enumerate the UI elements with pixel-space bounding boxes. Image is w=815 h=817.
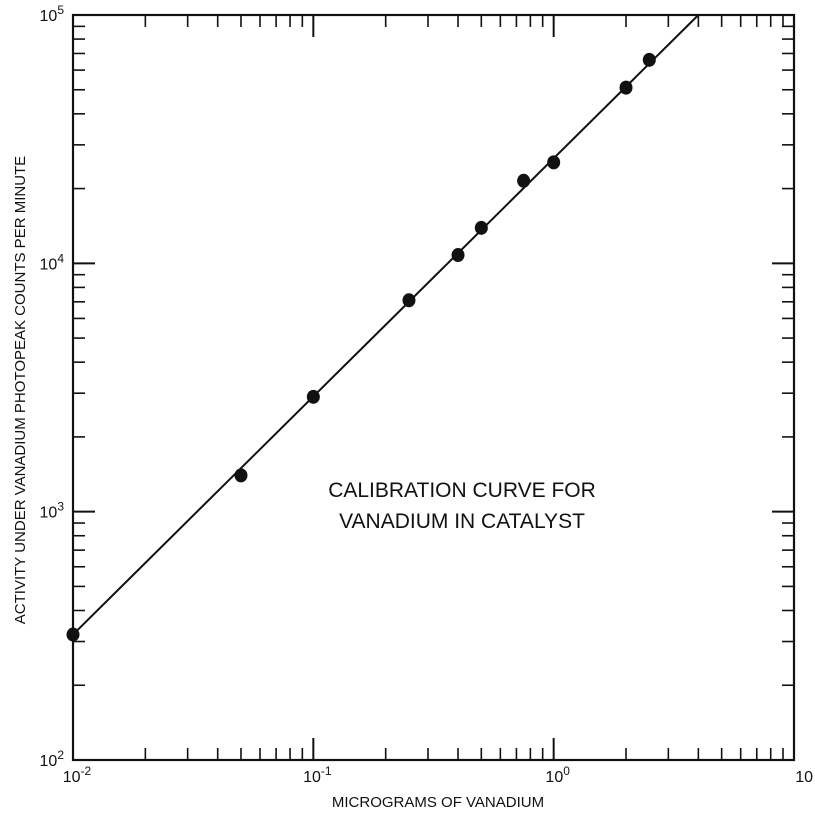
x-tick-label: 10: [795, 769, 813, 786]
data-point: [451, 248, 465, 263]
data-point: [234, 468, 248, 483]
data-point: [306, 389, 320, 404]
y-tick-label: 103: [40, 500, 65, 522]
x-tick-label: 10-1: [303, 764, 332, 786]
x-tick-labels: 10-2 10-1 100 10: [63, 764, 813, 786]
data-point: [474, 220, 488, 235]
data-point: [66, 627, 80, 642]
y-tick-label: 104: [40, 251, 65, 273]
calibration-fit-line: [72, 14, 700, 636]
data-points: [66, 52, 656, 642]
plot-frame: [71, 13, 796, 762]
data-point: [402, 293, 416, 308]
x-axis-label: MICROGRAMS OF VANADIUM: [332, 794, 544, 811]
x-tick-label: 10-2: [63, 764, 92, 786]
major-ticks: [72, 14, 795, 761]
data-point: [517, 173, 531, 188]
y-tick-label: 105: [40, 3, 65, 25]
data-point: [547, 155, 561, 170]
annotation-line-2: VANADIUM IN CATALYST: [339, 510, 585, 533]
minor-ticks: [73, 15, 794, 760]
y-tick-labels: 102 103 104 105: [40, 3, 65, 770]
y-tick-label: 102: [40, 748, 65, 770]
x-tick-label: 100: [545, 764, 570, 786]
data-point: [619, 80, 633, 95]
annotation-line-1: CALIBRATION CURVE FOR: [328, 479, 596, 502]
data-point: [642, 52, 656, 67]
y-axis-label: ACTIVITY UNDER VANADIUM PHOTOPEAK COUNTS…: [12, 156, 29, 624]
